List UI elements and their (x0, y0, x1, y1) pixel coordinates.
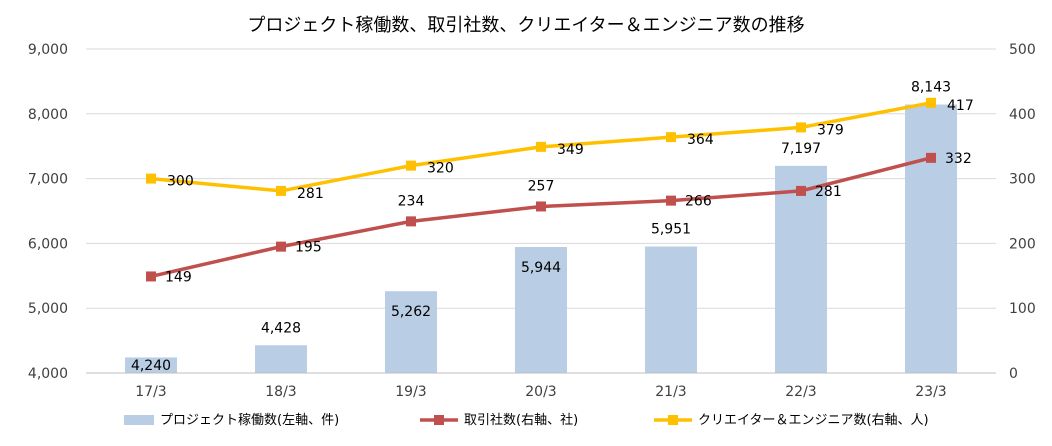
yellow-series-marker (926, 97, 936, 108)
legend-swatch-marker (434, 415, 444, 425)
bar (905, 104, 957, 373)
bar-value-label: 7,197 (781, 141, 821, 157)
left-axis-tick-label: 6,000 (28, 236, 68, 252)
legend-label: クリエイター＆エンジニア数(右軸、人) (698, 413, 929, 428)
legend-swatch-marker (668, 415, 678, 425)
red-series-marker (666, 195, 676, 206)
x-axis-tick-label: 18/3 (265, 384, 296, 400)
bar (255, 345, 307, 373)
x-axis-tick-label: 17/3 (135, 384, 166, 400)
yellow-series-marker (406, 160, 416, 171)
red-series-value-label: 257 (528, 178, 555, 194)
bar (645, 246, 697, 373)
x-axis-tick-label: 23/3 (915, 384, 946, 400)
red-series-marker (926, 152, 936, 163)
bar-value-label: 4,240 (131, 358, 171, 374)
yellow-series-value-label: 300 (167, 174, 194, 190)
bar (515, 247, 567, 373)
left-axis-tick-label: 4,000 (28, 366, 68, 382)
x-axis-tick-label: 21/3 (655, 384, 686, 400)
bar (775, 165, 827, 373)
red-series-value-label: 332 (945, 151, 972, 167)
red-series-marker (796, 185, 806, 196)
bar-value-label: 5,951 (651, 222, 691, 238)
red-series-marker (406, 216, 416, 227)
yellow-series-marker (536, 141, 546, 152)
yellow-series-value-label: 320 (427, 161, 454, 177)
yellow-series-marker (276, 185, 286, 196)
right-axis-tick-label: 200 (1009, 236, 1036, 252)
red-series-marker (146, 271, 156, 282)
red-series-value-label: 234 (398, 193, 425, 209)
yellow-series-marker (666, 132, 676, 143)
bar-value-label: 4,428 (261, 320, 301, 336)
legend-label: 取引社数(右軸、社) (464, 412, 578, 428)
right-axis-tick-label: 100 (1009, 301, 1036, 317)
x-axis-tick-label: 19/3 (395, 384, 426, 400)
left-axis-tick-label: 9,000 (28, 42, 68, 58)
x-axis-tick-label: 20/3 (525, 384, 556, 400)
red-series-value-label: 195 (295, 240, 322, 256)
yellow-series-value-label: 349 (557, 142, 584, 158)
red-series-value-label: 281 (815, 184, 842, 200)
bar-value-label: 5,262 (391, 304, 431, 320)
left-axis-tick-label: 7,000 (28, 172, 68, 188)
legend-swatch-bar (124, 415, 154, 425)
legend-label: プロジェクト稼働数(左軸、件) (160, 413, 339, 428)
yellow-series-marker (796, 122, 806, 133)
right-axis-tick-label: 300 (1009, 172, 1036, 188)
red-series-value-label: 266 (685, 194, 712, 210)
red-series-value-label: 149 (165, 269, 192, 285)
red-series-marker (536, 201, 546, 212)
left-axis-tick-label: 8,000 (28, 107, 68, 123)
yellow-series-marker (146, 173, 156, 184)
bar (385, 291, 437, 373)
right-axis-tick-label: 400 (1009, 107, 1036, 123)
yellow-series-value-label: 379 (817, 122, 844, 138)
red-series-marker (276, 241, 286, 252)
bar-value-label: 8,143 (911, 80, 951, 96)
left-axis-tick-label: 5,000 (28, 301, 68, 317)
bar-value-label: 5,944 (521, 260, 561, 276)
yellow-series-value-label: 417 (947, 98, 974, 114)
right-axis-tick-label: 500 (1009, 42, 1036, 58)
yellow-series-value-label: 281 (297, 186, 324, 202)
x-axis-tick-label: 22/3 (785, 384, 816, 400)
right-axis-tick-label: 0 (1009, 366, 1018, 382)
chart-title: プロジェクト稼働数、取引社数、クリエイター＆エンジニア数の推移 (247, 15, 804, 36)
bar (125, 357, 177, 373)
yellow-series-value-label: 364 (687, 132, 714, 148)
